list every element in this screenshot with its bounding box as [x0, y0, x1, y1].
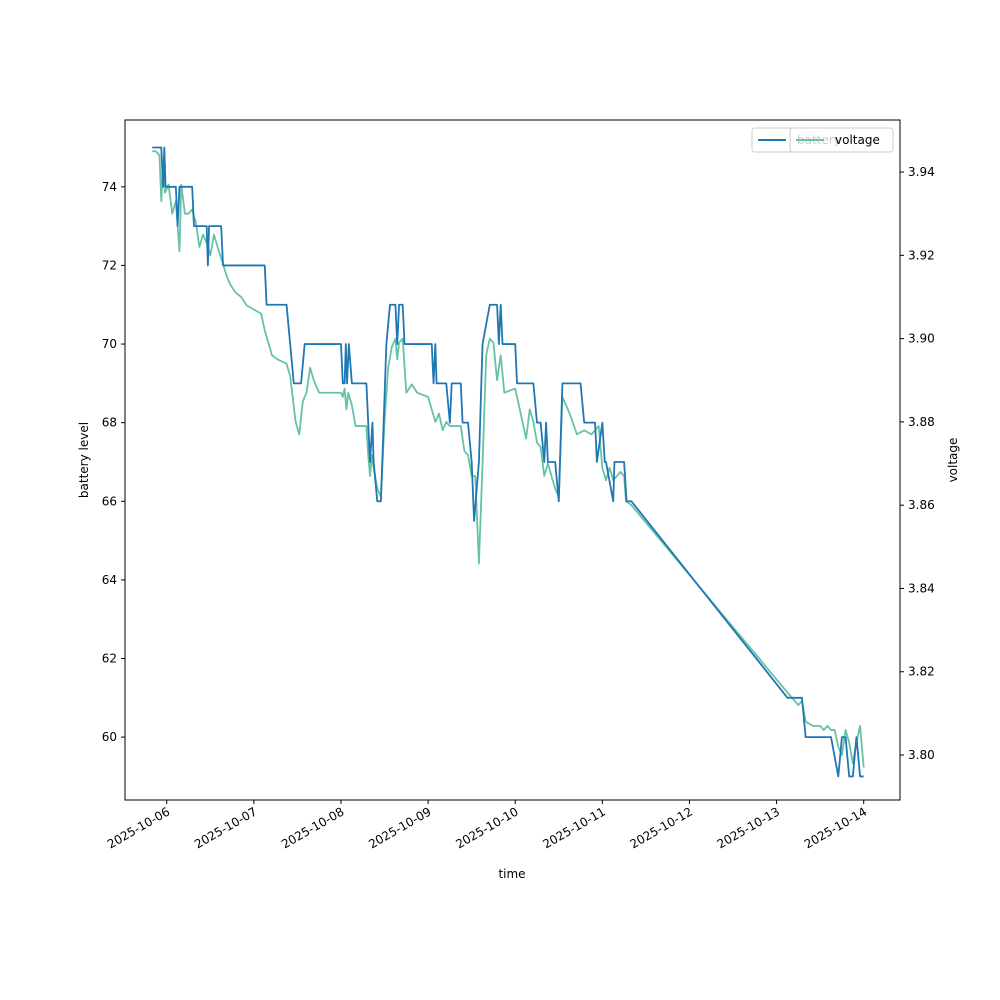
legend-voltage-box	[789, 127, 894, 153]
y-axis-left: 60 62 64 66 68 70 72 74	[102, 180, 125, 744]
y-left-tick-label: 68	[102, 416, 117, 430]
series-line-voltage	[152, 150, 865, 768]
y-left-tick-label: 64	[102, 573, 117, 587]
y-right-tick-label: 3.86	[908, 498, 935, 512]
y-axis-right: 3.80 3.82 3.84 3.86 3.88 3.90 3.92 3.94	[900, 165, 935, 762]
y-left-tick-label: 70	[102, 337, 117, 351]
series-line-battery	[152, 146, 864, 778]
y-left-tick-label: 74	[102, 180, 117, 194]
y-left-tick-label: 72	[102, 258, 117, 272]
legend-voltage-label: voltage	[835, 133, 880, 147]
y-left-tick-label: 62	[102, 651, 117, 665]
y-axis-right-label: voltage	[946, 438, 960, 483]
y-right-tick-label: 3.92	[908, 248, 935, 262]
y-left-tick-label: 66	[102, 494, 117, 508]
y-right-tick-label: 3.80	[908, 748, 935, 762]
legend-voltage: voltage	[789, 127, 894, 153]
x-axis-label: time	[498, 867, 525, 881]
y-left-tick-label: 60	[102, 730, 117, 744]
y-right-tick-label: 3.82	[908, 665, 935, 679]
y-right-tick-label: 3.94	[908, 165, 935, 179]
y-axis-left-label: battery level	[77, 422, 91, 498]
y-right-tick-label: 3.84	[908, 581, 935, 595]
series-layer	[152, 146, 865, 778]
y-right-tick-label: 3.88	[908, 415, 935, 429]
y-right-tick-label: 3.90	[908, 332, 935, 346]
plot-frame	[124, 119, 901, 801]
